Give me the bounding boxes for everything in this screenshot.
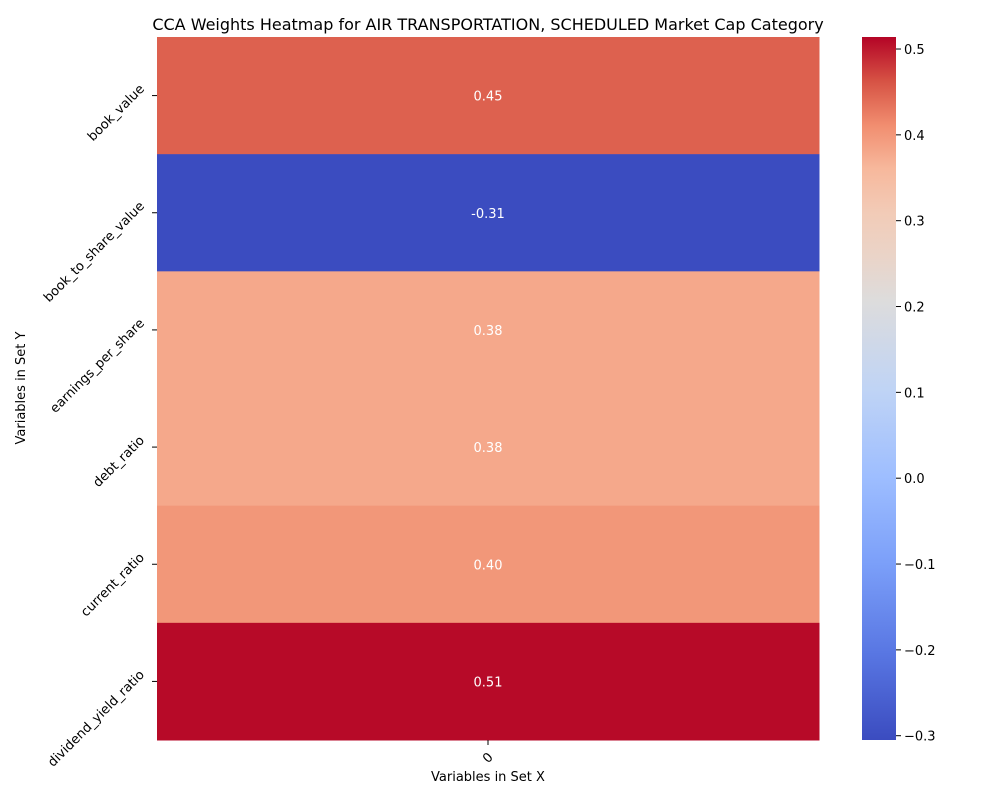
y-tick-label: dividend_yield_ratio [45,668,148,771]
colorbar: 0.5 0.4 0.3 0.2 0.1 0.0 −0.1 −0.2 −0.3 [862,37,936,745]
x-tick-label: 0 [480,750,496,766]
heatmap-cells [157,37,820,741]
heatmap-cell [157,388,820,507]
y-tick-label: current_ratio [78,550,148,620]
cell-value-label: 0.38 [474,441,503,456]
colorbar-gradient [862,37,896,740]
x-axis-label: Variables in Set X [431,770,545,785]
y-tick-label: book_to_share_value [41,199,148,306]
y-tick-label: book_value [85,82,148,145]
y-axis-label: Variables in Set Y [14,331,29,444]
colorbar-tick-label: −0.3 [904,730,936,745]
colorbar-tick-label: 0.5 [904,43,925,58]
colorbar-tick-label: 0.2 [904,301,925,316]
heatmap-cell [157,37,820,155]
colorbar-ticks: 0.5 0.4 0.3 0.2 0.1 0.0 −0.1 −0.2 −0.3 [896,43,936,745]
x-axis: 0 [480,740,497,767]
y-axis: book_value book_to_share_valueearnings_pe… [41,82,157,770]
colorbar-tick-label: 0.1 [904,386,925,401]
cell-value-label: 0.45 [474,90,503,105]
heatmap-cell [157,271,820,389]
heatmap-cell [157,505,820,624]
cell-value-label: -0.31 [471,207,505,222]
colorbar-tick-label: 0.0 [904,472,925,487]
heatmap-cell [157,154,820,272]
colorbar-tick-label: 0.3 [904,215,925,230]
chart-title: CCA Weights Heatmap for AIR TRANSPORTATI… [152,15,823,34]
cell-value-label: 0.38 [474,324,503,339]
heatmap-cell [157,622,820,741]
cell-value-label: 0.40 [474,558,503,573]
y-tick-label: earnings_per_share [48,316,148,416]
heatmap-cell-labels: 0.45 -0.31 0.38 0.38 0.40 0.51 [471,90,505,691]
colorbar-tick-label: −0.1 [904,558,936,573]
colorbar-tick-label: −0.2 [904,644,936,659]
colorbar-tick-label: 0.4 [904,129,925,144]
y-tick-label: debt_ratio [90,433,147,490]
cell-value-label: 0.51 [474,675,503,690]
